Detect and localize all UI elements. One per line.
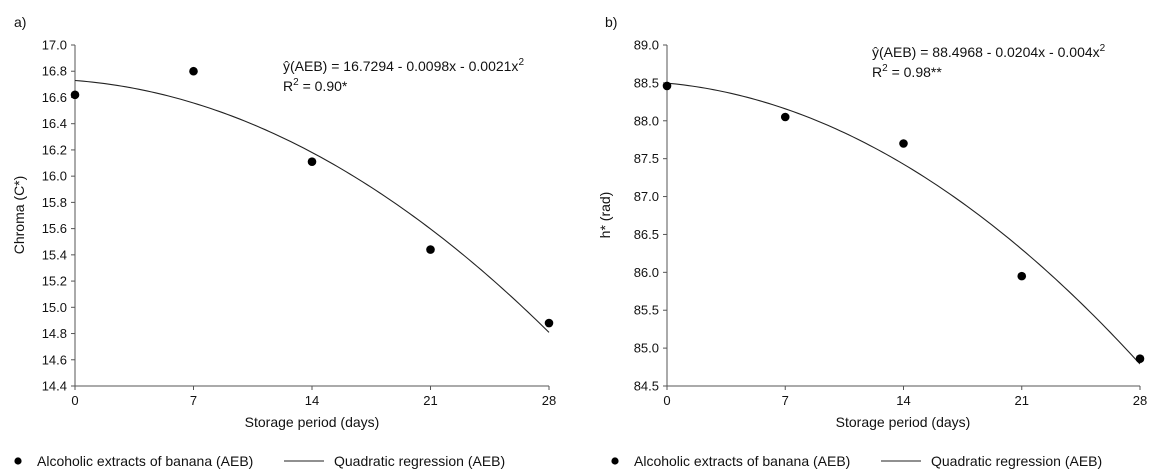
legend-curve-label: Quadratic regression (AEB) [931,453,1102,469]
chart-panel-a: a) 14.4 14.6 14.8 15.0 15.2 15.4 15.6 15.8 16.0 16… [11,14,556,469]
y-tick-label: 15.4 [42,247,67,262]
y-tick-label: 16.2 [42,142,67,157]
x-tick-label: 21 [423,393,437,408]
x-tick-label: 28 [542,393,556,408]
x-tick-label: 14 [305,393,319,408]
regression-equation: ŷ(AEB) = 16.7294 - 0.0098x - 0.0021x2 [283,57,524,74]
y-tick-label: 14.8 [42,326,67,341]
data-point [426,245,435,254]
legend: Alcoholic extracts of banana (AEB) Quadra… [14,453,505,469]
legend-point-marker [14,457,22,465]
equation-text: ŷ(AEB) = 16.7294 - 0.0098x - 0.0021x [283,58,518,74]
data-point [189,66,198,76]
equation-exponent: 2 [518,57,524,68]
y-tick-label: 85.5 [634,303,659,318]
y-tick-label: 84.5 [634,379,659,394]
r-squared: R2 = 0.98** [872,63,942,80]
legend-points-label: Alcoholic extracts of banana (AEB) [634,453,850,469]
y-tick-label: 16.6 [42,90,67,105]
y-tick-label: 15.8 [42,195,67,210]
panel-label: b) [605,14,617,30]
panel-label: a) [14,14,26,30]
x-tick-label: 21 [1015,393,1029,408]
r2-exponent: 2 [882,63,888,74]
data-point [899,139,908,148]
data-point [544,318,554,328]
y-tick-label: 14.6 [42,352,67,367]
y-tick-label: 17.0 [42,38,67,53]
y-tick-label: 15.6 [42,221,67,236]
data-point [780,112,790,122]
data-point [662,81,672,91]
y-tick-label: 16.4 [42,116,67,131]
y-tick-label: 87.0 [634,189,659,204]
r2-label: R [283,78,293,94]
r2-exponent: 2 [293,77,299,88]
legend: Alcoholic extracts of banana (AEB) Quadra… [611,453,1102,469]
regression-curve [74,79,550,333]
equation-text: ŷ(AEB) = 88.4968 - 0.0204x - 0.004x [872,44,1100,60]
x-tick-label: 7 [782,393,789,408]
legend-curve-label: Quadratic regression (AEB) [334,453,505,469]
y-tick-label: 16.8 [42,64,67,79]
y-tick-label: 86.0 [634,265,659,280]
x-tick-label: 14 [896,393,910,408]
x-tick-label: 28 [1133,393,1147,408]
y-tick-label: 87.5 [634,151,659,166]
x-tick-label: 7 [190,393,197,408]
regression-curve [666,82,1141,365]
x-axis-label: Storage period (days) [245,414,380,430]
y-tick-label: 86.5 [634,227,659,242]
r2-value: = 0.90* [299,78,348,94]
y-tick-label: 85.0 [634,341,659,356]
r2-label: R [872,64,882,80]
x-tick-label: 0 [663,393,670,408]
chart-panel-b: b) 84.5 85.0 85.5 86.0 86.5 87.0 87.5 88.0 88.5 89… [597,14,1147,469]
equation-exponent: 2 [1100,43,1106,54]
y-tick-label: 88.5 [634,75,659,90]
y-tick-label: 15.0 [42,300,67,315]
x-axis-label: Storage period (days) [836,414,971,430]
y-tick-label: 89.0 [634,38,659,53]
legend-points-label: Alcoholic extracts of banana (AEB) [37,453,253,469]
x-tick-label: 0 [71,393,78,408]
y-tick-label: 88.0 [634,113,659,128]
data-point [307,157,317,167]
r-squared: R2 = 0.90* [283,77,348,94]
y-tick-label: 15.2 [42,274,67,289]
y-tick-label: 16.0 [42,169,67,184]
data-point [70,90,80,100]
y-axis-label: h* (rad) [597,192,613,239]
r2-value: = 0.98** [888,64,943,80]
regression-equation: ŷ(AEB) = 88.4968 - 0.0204x - 0.004x2 [872,43,1106,60]
legend-point-marker [611,457,619,465]
data-point [1017,271,1027,281]
data-point [1135,354,1145,364]
y-tick-label: 14.4 [42,379,67,394]
y-axis-label: Chroma (C*) [11,176,27,255]
